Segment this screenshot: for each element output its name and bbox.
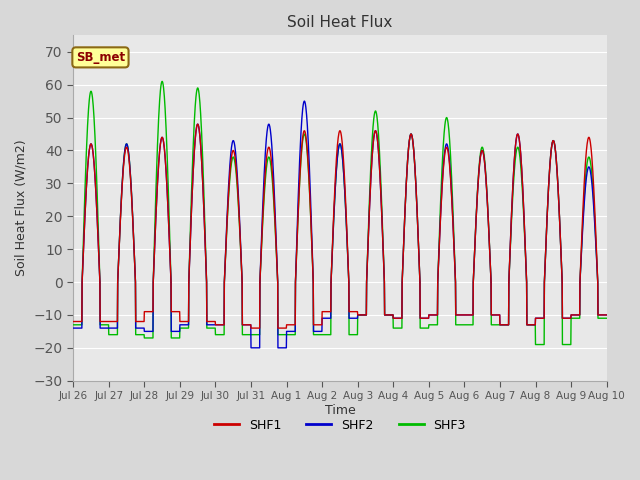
X-axis label: Time: Time xyxy=(324,404,355,417)
SHF1 xyxy=(367,172,375,178)
Y-axis label: Soil Heat Flux (W/m2): Soil Heat Flux (W/m2) xyxy=(15,140,28,276)
SHF3 xyxy=(602,315,610,321)
SHF2 xyxy=(367,172,375,178)
Title: Soil Heat Flux: Soil Heat Flux xyxy=(287,15,392,30)
SHF2 xyxy=(218,322,226,328)
SHF2 xyxy=(69,325,77,331)
SHF3 xyxy=(158,79,166,84)
SHF3 xyxy=(495,322,502,328)
SHF3 xyxy=(355,312,363,318)
Line: SHF1: SHF1 xyxy=(73,124,606,328)
SHF2 xyxy=(495,312,503,318)
SHF1 xyxy=(571,312,579,318)
SHF3 xyxy=(571,315,579,321)
Legend: SHF1, SHF2, SHF3: SHF1, SHF2, SHF3 xyxy=(209,414,471,437)
SHF2 xyxy=(602,312,610,318)
SHF1 xyxy=(495,312,503,318)
SHF3 xyxy=(532,342,540,348)
SHF1 xyxy=(556,219,564,225)
SHF1 xyxy=(218,322,226,328)
SHF2 xyxy=(571,312,579,318)
SHF3 xyxy=(556,219,564,225)
SHF2 xyxy=(301,98,308,104)
SHF1 xyxy=(356,312,364,318)
SHF2 xyxy=(556,219,564,225)
SHF3 xyxy=(367,164,374,169)
Line: SHF2: SHF2 xyxy=(73,101,606,348)
Line: SHF3: SHF3 xyxy=(73,82,606,345)
SHF1 xyxy=(69,319,77,324)
Text: SB_met: SB_met xyxy=(76,51,125,64)
SHF3 xyxy=(218,332,226,337)
SHF2 xyxy=(247,345,255,351)
SHF1 xyxy=(602,312,610,318)
SHF1 xyxy=(247,325,255,331)
SHF2 xyxy=(356,312,364,318)
SHF3 xyxy=(69,322,77,328)
SHF1 xyxy=(194,121,202,127)
